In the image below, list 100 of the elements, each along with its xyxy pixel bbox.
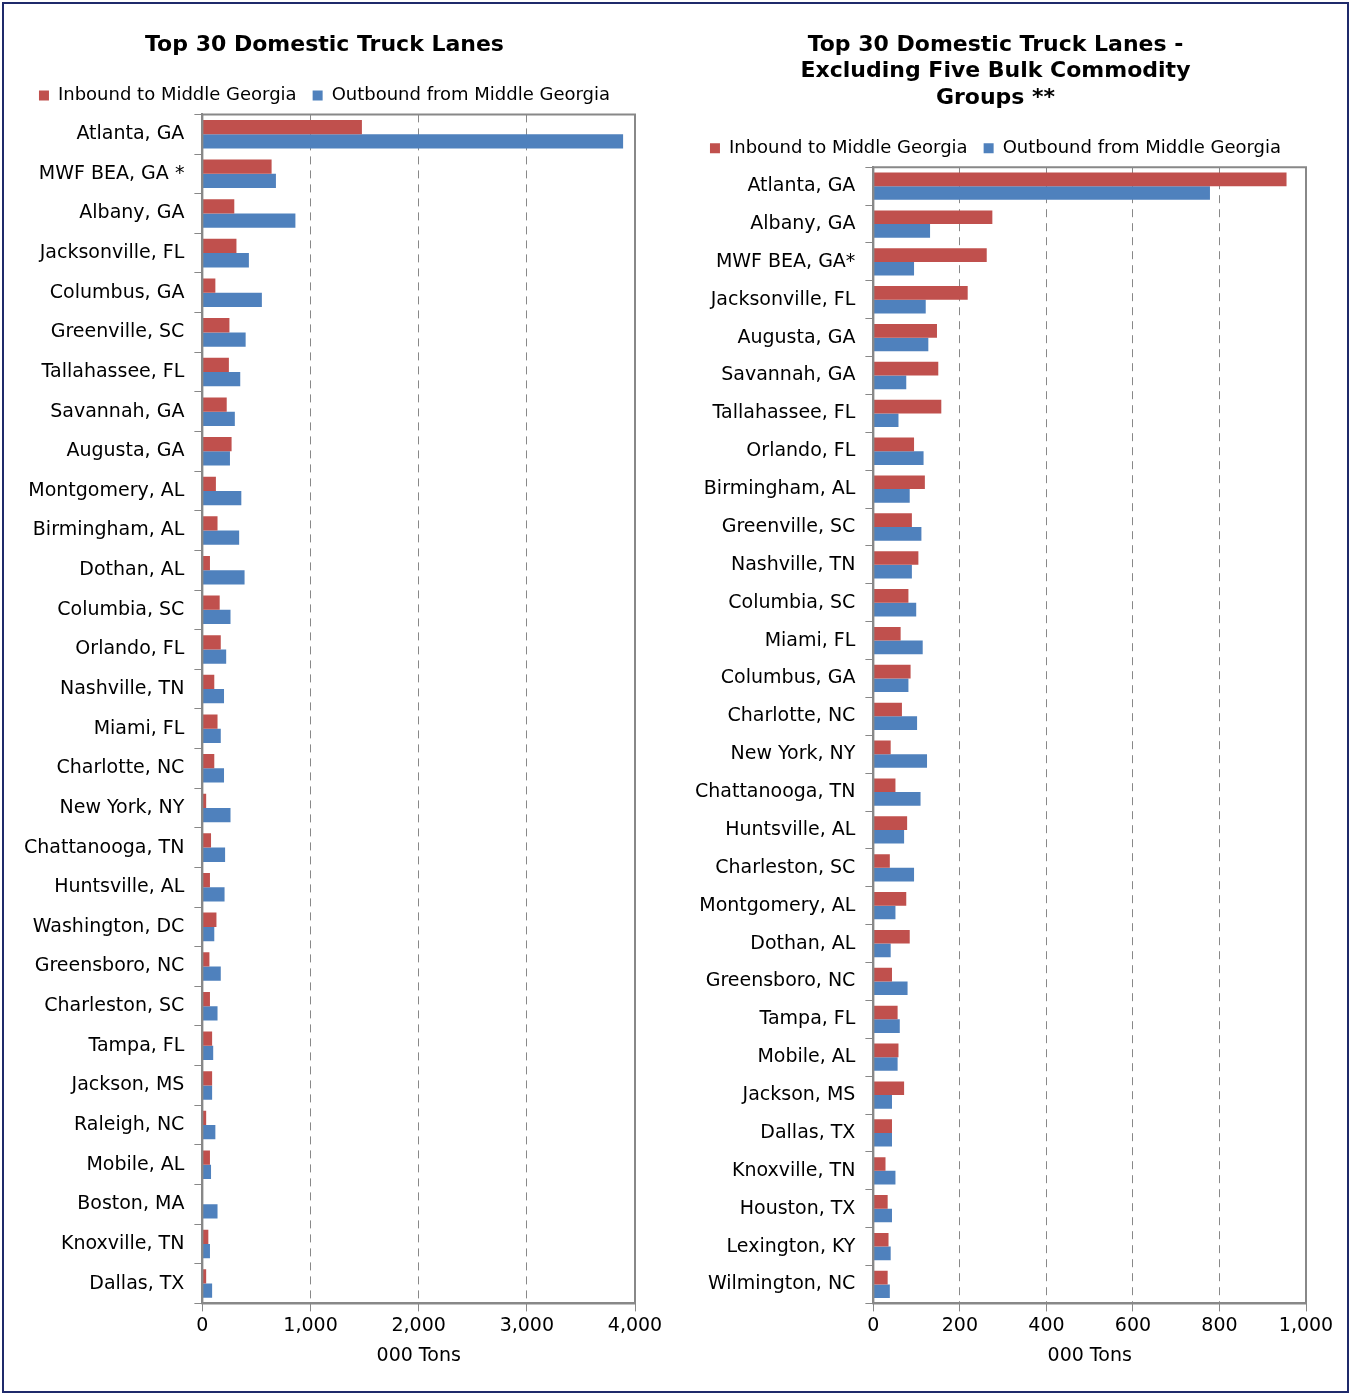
bar — [873, 1270, 888, 1285]
bar — [202, 966, 221, 981]
bar — [202, 1006, 218, 1021]
bar — [202, 1283, 213, 1298]
bar — [873, 224, 931, 238]
bar — [873, 186, 1210, 200]
y-tick-label: Greenville, SC — [721, 513, 856, 536]
bar — [873, 929, 910, 944]
bar — [873, 451, 924, 465]
y-tick-label: Tampa, FL — [758, 1006, 856, 1029]
bar — [202, 397, 227, 412]
y-tick-label: Albany, GA — [750, 210, 856, 233]
y-tick-label: Tallahassee, FL — [40, 358, 185, 381]
bar — [873, 299, 926, 314]
bar — [202, 754, 215, 769]
bar — [873, 967, 892, 982]
legend-label: Inbound to Middle Georgia — [57, 83, 297, 105]
bar — [202, 318, 230, 333]
bar — [202, 516, 218, 531]
y-tick-label: Dothan, AL — [79, 557, 185, 580]
bar — [873, 324, 937, 338]
x-tick-label: 200 — [941, 1312, 979, 1335]
x-tick-label: 0 — [196, 1312, 209, 1335]
bar — [202, 332, 246, 347]
y-tick-label: Jacksonville, FL — [709, 286, 856, 309]
bar — [202, 1045, 214, 1061]
bar — [873, 475, 925, 490]
bar — [873, 905, 896, 920]
bar — [873, 1081, 905, 1096]
bar — [873, 1284, 890, 1299]
y-tick-label: Savannah, GA — [50, 398, 185, 421]
y-tick-label: Charleston, SC — [715, 854, 856, 877]
y-tick-label: Nashville, TN — [730, 551, 856, 574]
bar — [873, 261, 915, 276]
legend-label: Inbound to Middle Georgia — [728, 135, 968, 157]
y-tick-label: Atlanta, GA — [747, 173, 856, 196]
bar — [873, 527, 922, 541]
bar — [202, 292, 262, 308]
bar — [202, 476, 216, 491]
bar — [202, 689, 225, 704]
bar — [873, 626, 901, 641]
y-tick-label: Columbia, SC — [57, 596, 185, 619]
bar — [202, 991, 210, 1007]
y-tick-label: Savannah, GA — [721, 362, 856, 385]
bar — [202, 1229, 209, 1244]
y-tick-label: New York, NY — [730, 741, 856, 764]
bar — [873, 778, 896, 793]
y-tick-label: Boston, MA — [77, 1191, 185, 1214]
bar — [202, 952, 210, 967]
y-tick-label: Dallas, TX — [89, 1270, 185, 1293]
bar — [202, 674, 215, 690]
bar — [873, 892, 907, 906]
y-tick-label: New York, NY — [59, 794, 185, 817]
x-tick-label: 1,000 — [1278, 1312, 1334, 1335]
bar — [873, 943, 891, 958]
y-tick-label: Columbus, GA — [49, 279, 185, 302]
y-tick-label: MWF BEA, GA* — [715, 248, 856, 271]
bar — [202, 1164, 212, 1179]
bar — [873, 1005, 898, 1020]
bar — [873, 551, 919, 565]
y-tick-label: Greensboro, NC — [705, 968, 856, 991]
x-tick-label: 800 — [1201, 1312, 1238, 1335]
bar — [202, 173, 276, 189]
bar — [202, 278, 216, 293]
bar — [873, 399, 942, 414]
y-tick-label: Houston, TX — [739, 1195, 856, 1218]
bar — [873, 816, 908, 830]
bar — [873, 678, 909, 693]
bar — [202, 134, 624, 149]
bar — [873, 664, 911, 679]
bar — [202, 649, 227, 664]
x-tick-label: 2,000 — [391, 1312, 446, 1335]
x-axis-title: 000 Tons — [1047, 1342, 1132, 1365]
bar — [202, 609, 231, 625]
x-tick-label: 3,000 — [499, 1312, 555, 1335]
bar — [202, 411, 235, 426]
y-tick-label: Jackson, MS — [70, 1072, 185, 1095]
bar — [873, 1208, 892, 1223]
x-axis-title: 000 Tons — [376, 1342, 461, 1365]
y-tick-label: Washington, DC — [32, 913, 185, 936]
bar — [873, 740, 891, 755]
bar — [202, 238, 237, 254]
bar — [202, 490, 242, 506]
bar — [202, 1031, 213, 1046]
y-tick-label: Mobile, AL — [86, 1151, 185, 1174]
y-tick-label: Chattanooga, TN — [695, 779, 856, 802]
bar — [873, 854, 890, 868]
y-tick-label: Dallas, TX — [760, 1119, 856, 1142]
y-tick-label: Montgomery, AL — [699, 892, 856, 915]
bar — [202, 595, 220, 610]
bar — [202, 872, 210, 888]
bar — [873, 564, 912, 579]
bar — [873, 1132, 892, 1147]
bar — [873, 437, 915, 452]
bar — [202, 714, 218, 729]
bar — [202, 119, 362, 135]
bar — [202, 159, 272, 174]
y-tick-label: Augusta, GA — [66, 438, 185, 461]
bar — [202, 1243, 210, 1259]
y-tick-label: Tallahassee, FL — [711, 400, 856, 423]
